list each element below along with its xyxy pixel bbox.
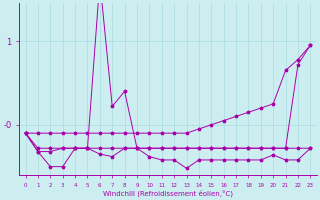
X-axis label: Windchill (Refroidissement éolien,°C): Windchill (Refroidissement éolien,°C) [103,189,233,197]
